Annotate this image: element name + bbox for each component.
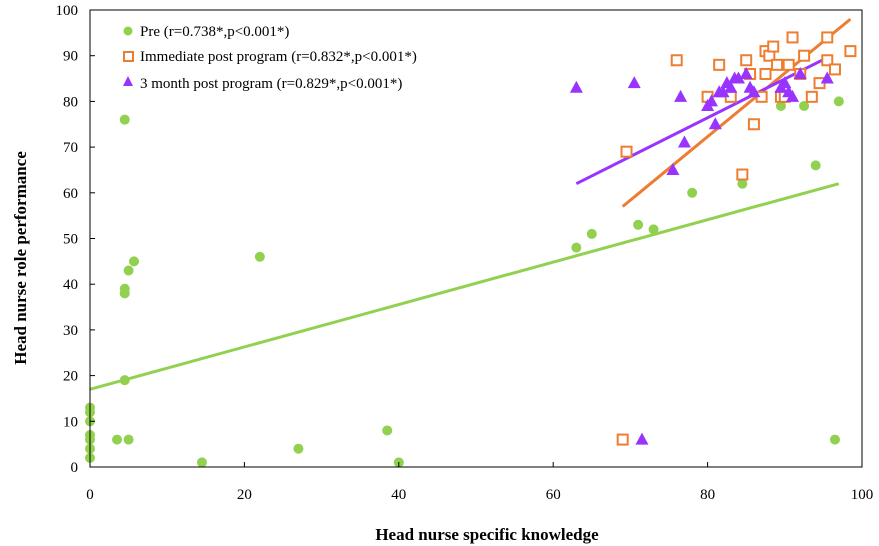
- data-point-immediate: [616, 433, 629, 446]
- data-point-3month: [778, 76, 792, 89]
- x-tick-label: 40: [391, 487, 406, 503]
- y-tick-label: 0: [71, 460, 79, 476]
- data-point-3month: [704, 94, 718, 107]
- tick-labels: 0 20 40 60 80 100 0 10 20 30 40 50 60 70 80 90 100: [56, 3, 874, 503]
- data-point-immediate: [713, 58, 726, 71]
- y-tick-label: 80: [63, 94, 78, 110]
- data-point-pre: [829, 434, 840, 445]
- x-tick-label: 0: [86, 487, 94, 503]
- data-point-immediate: [805, 90, 818, 103]
- legend-item-immediate: Immediate post program (r=0.832*,p<0.001…: [123, 49, 417, 65]
- x-tick-label: 60: [546, 487, 561, 503]
- data-point-pre: [382, 425, 393, 436]
- data-point-pre: [737, 178, 748, 189]
- y-tick-label: 30: [63, 323, 78, 339]
- x-tick-label: 20: [237, 487, 252, 503]
- data-point-pre: [129, 256, 140, 267]
- data-point-3month: [786, 89, 800, 102]
- legend-marker-3month: [123, 76, 133, 86]
- legend-label-immediate: Immediate post program (r=0.832*,p<0.001…: [140, 49, 417, 65]
- data-point-immediate: [798, 49, 811, 62]
- data-point-pre: [119, 375, 130, 386]
- data-point-immediate: [747, 118, 760, 131]
- data-point-immediate: [670, 54, 683, 67]
- data-point-3month: [739, 66, 753, 79]
- y-tick-label: 20: [63, 369, 78, 385]
- data-point-pre: [119, 114, 130, 125]
- legend-label-pre: Pre (r=0.738*,p<0.001*): [140, 24, 289, 40]
- legend-marker-immediate: [123, 51, 134, 62]
- data-point-immediate: [786, 31, 799, 44]
- fit-line-pre: [89, 182, 840, 391]
- data-point-3month: [793, 66, 807, 79]
- data-point-pre: [799, 100, 810, 111]
- y-tick-label: 100: [56, 3, 79, 19]
- data-points: [85, 31, 857, 468]
- y-axis-title: Head nurse role performance: [11, 151, 30, 365]
- data-point-immediate: [771, 58, 784, 71]
- data-point-pre: [254, 251, 265, 262]
- data-point-immediate: [767, 40, 780, 53]
- y-tick-label: 10: [63, 414, 78, 430]
- data-point-pre: [196, 457, 207, 468]
- data-point-immediate: [620, 145, 633, 158]
- data-point-pre: [293, 443, 304, 454]
- data-point-pre: [123, 265, 134, 276]
- y-tick-label: 60: [63, 186, 78, 202]
- data-point-pre: [833, 96, 844, 107]
- fit-line-immediate: [621, 17, 852, 208]
- data-point-pre: [123, 434, 134, 445]
- data-point-pre: [810, 160, 821, 171]
- data-point-immediate: [844, 45, 857, 58]
- data-point-pre: [571, 242, 582, 253]
- data-point-immediate: [821, 31, 834, 44]
- y-tick-label: 70: [63, 140, 78, 156]
- data-point-immediate: [782, 58, 795, 71]
- data-point-immediate: [740, 54, 753, 67]
- y-tick-label: 50: [63, 232, 78, 248]
- data-point-pre: [112, 434, 123, 445]
- data-point-3month: [677, 135, 691, 148]
- data-point-3month: [635, 432, 649, 445]
- data-point-immediate: [759, 67, 772, 80]
- data-point-immediate: [828, 63, 841, 76]
- y-tick-label: 90: [63, 49, 78, 65]
- data-point-3month: [820, 71, 834, 84]
- axes: [89, 9, 863, 468]
- legend-item-3month: 3 month post program (r=0.829*,p<0.001*): [123, 76, 402, 92]
- legend-label-3month: 3 month post program (r=0.829*,p<0.001*): [140, 76, 402, 92]
- data-point-immediate: [736, 168, 749, 181]
- legend: Pre (r=0.738*,p<0.001*) Immediate post p…: [123, 24, 417, 92]
- data-point-3month: [724, 80, 738, 93]
- data-point-pre: [633, 219, 644, 230]
- data-point-immediate: [821, 54, 834, 67]
- data-point-3month: [716, 85, 730, 98]
- y-tick-label: 40: [63, 277, 78, 293]
- data-point-3month: [708, 117, 722, 130]
- fit-line-3month: [575, 54, 832, 186]
- data-point-pre: [119, 288, 130, 299]
- data-point-pre: [775, 100, 786, 111]
- data-point-3month: [731, 71, 745, 84]
- legend-marker-pre: [123, 26, 133, 36]
- fit-lines: [89, 17, 852, 391]
- data-point-3month: [627, 76, 641, 89]
- data-point-3month: [674, 89, 688, 102]
- data-point-pre: [586, 228, 597, 239]
- data-point-3month: [666, 162, 680, 175]
- legend-item-pre: Pre (r=0.738*,p<0.001*): [123, 24, 289, 40]
- x-tick-label: 100: [851, 487, 874, 503]
- x-axis-title: Head nurse specific knowledge: [375, 525, 599, 544]
- x-tick-label: 80: [700, 487, 715, 503]
- data-point-pre: [648, 224, 659, 235]
- data-point-3month: [747, 85, 761, 98]
- data-point-3month: [569, 80, 583, 93]
- data-point-pre: [687, 187, 698, 198]
